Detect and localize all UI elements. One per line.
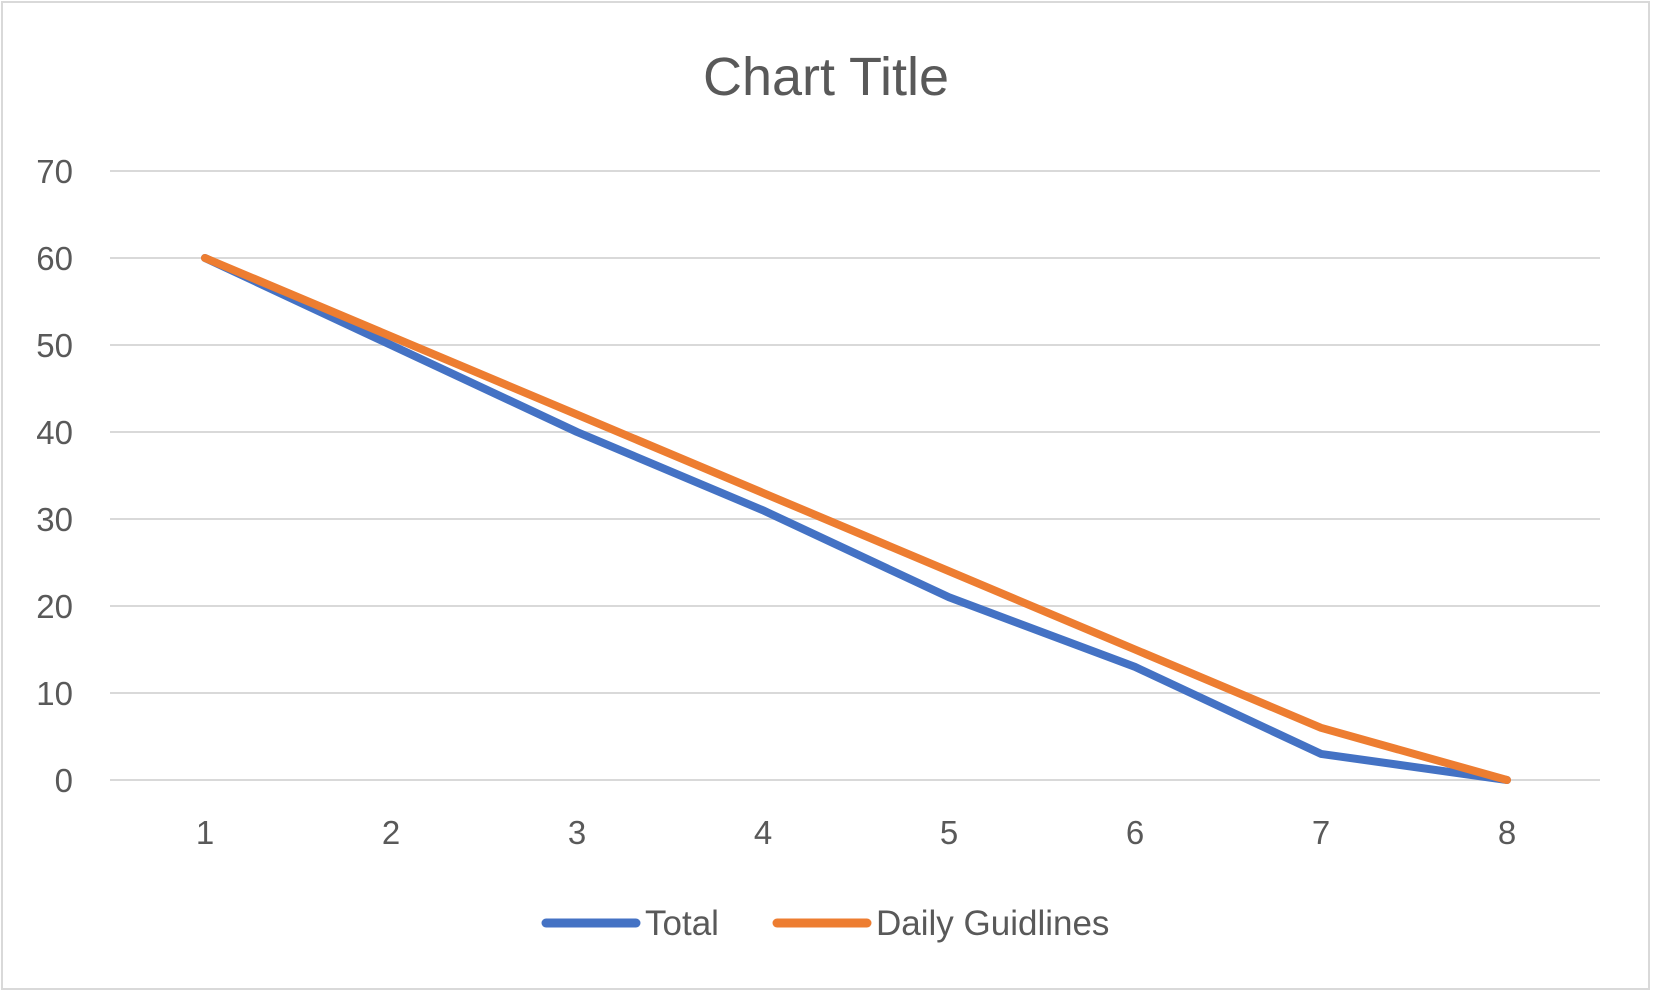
x-tick-label-4: 4 [754,814,772,851]
x-tick-label-3: 3 [568,814,586,851]
x-tick-label-7: 7 [1312,814,1330,851]
y-tick-label-10: 10 [36,675,73,712]
y-tick-label-60: 60 [36,240,73,277]
gridlines [110,170,1600,781]
x-tick-label-6: 6 [1126,814,1144,851]
y-tick-label-50: 50 [36,327,73,364]
y-tick-label-40: 40 [36,414,73,451]
x-tick-label-1: 1 [196,814,214,851]
legend-label-daily-guidlines: Daily Guidlines [876,904,1109,943]
x-axis-tick-labels: 1 2 3 4 5 6 7 8 [196,814,1516,851]
y-tick-label-20: 20 [36,588,73,625]
series-line-total [201,254,1511,784]
series-lines [201,254,1511,784]
series-line-daily-guidlines [201,254,1511,784]
legend-label-total: Total [645,904,719,943]
y-tick-label-30: 30 [36,501,73,538]
y-tick-label-0: 0 [55,762,73,799]
chart-title: Chart Title [703,47,949,107]
x-tick-label-5: 5 [940,814,958,851]
x-tick-label-8: 8 [1498,814,1516,851]
y-tick-label-70: 70 [36,153,73,190]
x-tick-label-2: 2 [382,814,400,851]
legend: Total Daily Guidlines [541,904,1109,943]
y-axis-tick-labels: 0 10 20 30 40 50 60 70 [36,153,73,799]
